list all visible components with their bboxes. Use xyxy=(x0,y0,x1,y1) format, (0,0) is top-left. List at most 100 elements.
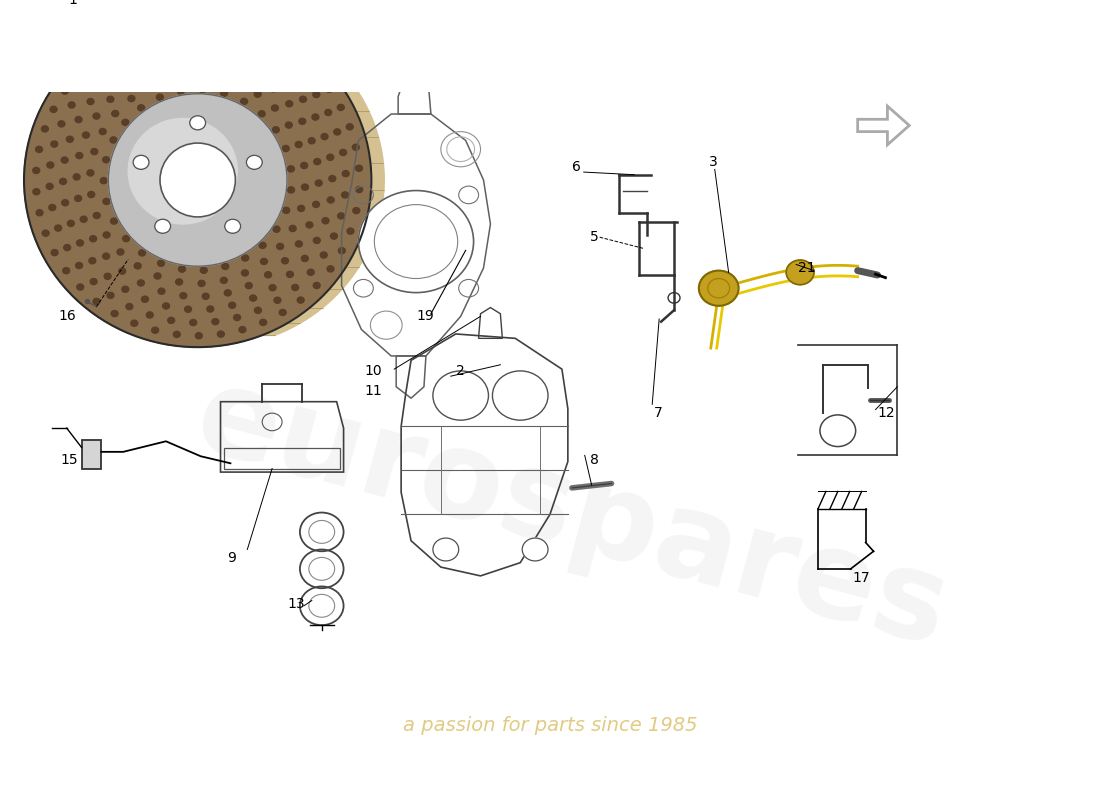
Ellipse shape xyxy=(180,293,187,298)
FancyBboxPatch shape xyxy=(81,441,101,469)
Ellipse shape xyxy=(174,331,180,338)
Text: 21: 21 xyxy=(799,261,816,275)
Ellipse shape xyxy=(51,141,57,147)
Ellipse shape xyxy=(33,189,40,194)
Ellipse shape xyxy=(145,134,152,140)
Ellipse shape xyxy=(265,272,272,278)
Ellipse shape xyxy=(122,119,129,126)
Ellipse shape xyxy=(112,110,119,117)
Ellipse shape xyxy=(141,118,149,125)
Ellipse shape xyxy=(75,117,82,122)
Ellipse shape xyxy=(229,302,235,308)
Ellipse shape xyxy=(134,46,141,53)
Ellipse shape xyxy=(295,142,302,147)
Ellipse shape xyxy=(109,45,117,50)
Text: 10: 10 xyxy=(364,364,382,378)
Ellipse shape xyxy=(155,219,170,234)
Ellipse shape xyxy=(307,269,315,275)
Ellipse shape xyxy=(178,266,186,272)
Ellipse shape xyxy=(299,96,307,102)
Ellipse shape xyxy=(245,282,252,289)
Ellipse shape xyxy=(306,222,312,228)
Ellipse shape xyxy=(199,34,206,41)
Ellipse shape xyxy=(328,197,334,203)
Ellipse shape xyxy=(246,58,254,64)
Ellipse shape xyxy=(243,133,250,139)
Ellipse shape xyxy=(339,247,345,254)
Ellipse shape xyxy=(355,166,363,171)
Ellipse shape xyxy=(138,280,144,286)
Circle shape xyxy=(359,190,474,293)
Circle shape xyxy=(300,513,343,551)
Ellipse shape xyxy=(207,306,213,312)
Ellipse shape xyxy=(182,48,188,54)
Ellipse shape xyxy=(301,255,308,262)
Ellipse shape xyxy=(47,162,54,168)
Ellipse shape xyxy=(89,236,97,242)
Ellipse shape xyxy=(176,279,183,285)
Ellipse shape xyxy=(160,52,167,58)
Ellipse shape xyxy=(277,43,284,50)
Ellipse shape xyxy=(81,85,88,91)
Ellipse shape xyxy=(342,170,349,177)
Ellipse shape xyxy=(263,50,270,57)
Ellipse shape xyxy=(186,61,194,66)
Ellipse shape xyxy=(251,212,257,218)
Ellipse shape xyxy=(76,262,82,269)
Ellipse shape xyxy=(129,34,135,41)
Text: 5: 5 xyxy=(590,230,598,244)
Ellipse shape xyxy=(274,190,280,196)
Ellipse shape xyxy=(260,242,266,249)
Ellipse shape xyxy=(320,252,327,258)
Ellipse shape xyxy=(216,22,222,29)
Ellipse shape xyxy=(221,90,228,96)
Ellipse shape xyxy=(212,75,220,81)
Ellipse shape xyxy=(260,319,266,326)
Ellipse shape xyxy=(103,232,110,238)
Ellipse shape xyxy=(279,310,286,315)
Ellipse shape xyxy=(353,207,360,214)
Text: 3: 3 xyxy=(708,155,717,170)
Ellipse shape xyxy=(243,115,250,122)
Ellipse shape xyxy=(224,290,231,296)
Ellipse shape xyxy=(338,213,344,219)
Ellipse shape xyxy=(241,98,248,105)
Ellipse shape xyxy=(62,88,68,94)
Ellipse shape xyxy=(150,27,156,34)
Ellipse shape xyxy=(196,333,202,338)
Ellipse shape xyxy=(242,255,249,261)
Ellipse shape xyxy=(297,297,304,303)
Ellipse shape xyxy=(284,81,292,86)
Ellipse shape xyxy=(226,120,233,126)
Ellipse shape xyxy=(160,107,166,114)
Circle shape xyxy=(300,586,343,625)
Ellipse shape xyxy=(230,66,238,72)
Ellipse shape xyxy=(338,104,344,110)
Ellipse shape xyxy=(68,102,75,108)
Ellipse shape xyxy=(110,137,117,143)
Ellipse shape xyxy=(236,26,244,33)
Ellipse shape xyxy=(77,284,84,290)
Ellipse shape xyxy=(189,116,206,130)
Ellipse shape xyxy=(107,292,114,298)
Ellipse shape xyxy=(270,285,276,290)
Ellipse shape xyxy=(177,88,184,94)
Ellipse shape xyxy=(298,206,305,211)
Ellipse shape xyxy=(242,270,249,276)
Ellipse shape xyxy=(82,132,89,138)
Ellipse shape xyxy=(312,114,319,120)
Ellipse shape xyxy=(87,170,94,176)
Ellipse shape xyxy=(327,266,334,272)
Ellipse shape xyxy=(185,306,191,312)
Ellipse shape xyxy=(221,37,228,42)
Text: a passion for parts since 1985: a passion for parts since 1985 xyxy=(403,716,697,735)
Ellipse shape xyxy=(352,144,360,150)
Text: 2: 2 xyxy=(455,364,464,378)
Text: 6: 6 xyxy=(572,160,581,174)
Ellipse shape xyxy=(42,230,50,236)
Circle shape xyxy=(698,270,738,306)
Ellipse shape xyxy=(257,34,265,40)
Ellipse shape xyxy=(202,293,209,299)
Ellipse shape xyxy=(147,84,154,90)
Ellipse shape xyxy=(296,241,303,247)
